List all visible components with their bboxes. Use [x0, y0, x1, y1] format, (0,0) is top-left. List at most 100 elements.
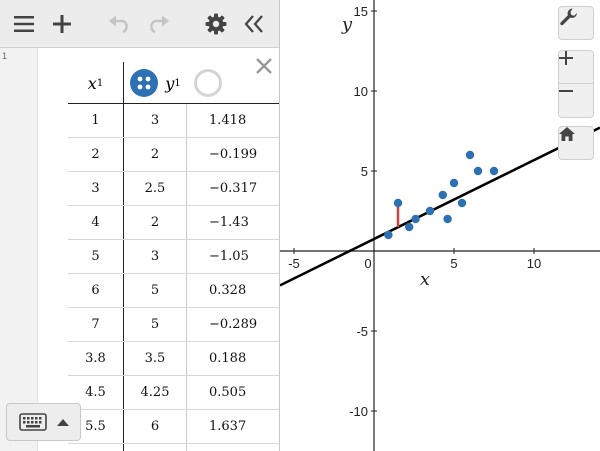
hidden-series-icon[interactable]: [193, 68, 223, 98]
table-cell-y[interactable]: 2: [150, 215, 160, 230]
table-cell-residual: 1.637: [209, 419, 247, 434]
table-cell-residual: −1.43: [209, 215, 249, 230]
minus-icon: [559, 90, 573, 92]
y-tick-label: -5: [356, 324, 368, 339]
redo-icon[interactable]: [143, 9, 173, 39]
header-x-sub: 1: [96, 77, 104, 89]
table-cell-y[interactable]: 4.25: [140, 385, 170, 400]
table-cell-residual: 0.188: [209, 351, 247, 366]
table-cell-y[interactable]: 3: [150, 249, 160, 264]
table-cell-y[interactable]: 6: [150, 419, 160, 434]
gear-icon[interactable]: [201, 9, 231, 39]
x-tick-label: 5: [450, 256, 457, 271]
plus-icon: [559, 51, 573, 65]
expression-toolbar: [0, 0, 279, 48]
hamburger-menu-icon[interactable]: [9, 9, 39, 39]
chevron-up-icon: [56, 419, 69, 426]
table-cell-y[interactable]: 5: [150, 317, 160, 332]
data-point: [489, 166, 499, 176]
table-row: 5.5 6 1.637: [68, 410, 279, 444]
table-row: 7 5 −0.289: [68, 308, 279, 342]
y-tick-label: 15: [354, 4, 368, 19]
table-header-residual[interactable]: [187, 62, 279, 104]
data-point: [411, 214, 420, 224]
data-point: [384, 230, 393, 240]
table-cell-x[interactable]: 4: [91, 215, 100, 230]
data-point: [449, 178, 459, 188]
table-cell-residual: 0.505: [209, 385, 247, 400]
y-tick-label: 10: [354, 84, 368, 99]
table-cell-residual: −1.05: [209, 249, 249, 264]
header-y-var: y: [165, 73, 175, 93]
header-x-var: x: [87, 73, 97, 93]
wrench-icon: [560, 8, 577, 26]
home-icon: [559, 127, 575, 141]
y-axis-label: y: [341, 14, 353, 35]
graph-settings-button[interactable]: [558, 6, 594, 40]
table-cell-y[interactable]: 3.5: [144, 351, 166, 366]
table-cell-residual: −0.199: [209, 147, 258, 162]
data-point: [465, 150, 475, 160]
regression-line: [280, 126, 600, 287]
x-tick-label: -5: [288, 256, 300, 271]
table-column-divider: [186, 104, 187, 451]
zoom-in-button[interactable]: [558, 50, 594, 84]
table-row: 5 3 −1.05: [68, 240, 279, 274]
table-cell-y[interactable]: 2.5: [144, 181, 166, 196]
data-point: [473, 166, 483, 176]
data-point: [405, 222, 414, 232]
table-cell-y[interactable]: 5: [150, 283, 160, 298]
plus-icon[interactable]: [47, 9, 77, 39]
table-cell-residual: −0.289: [209, 317, 258, 332]
table-cell-x[interactable]: 6: [91, 283, 100, 298]
undo-icon[interactable]: [105, 9, 135, 39]
table-cell-x[interactable]: 5.5: [85, 419, 106, 434]
point-style-icon[interactable]: [129, 68, 159, 98]
expression-gutter[interactable]: 1: [0, 48, 38, 451]
table-column-divider: [123, 62, 124, 451]
close-icon[interactable]: [254, 56, 274, 76]
table-row: 6 5 0.328: [68, 274, 279, 308]
x-tick-label: 10: [527, 256, 541, 271]
table-row: 3.8 3.5 0.188: [68, 342, 279, 376]
y-tick-label: 5: [361, 164, 368, 179]
y-tick-label: -10: [349, 404, 368, 419]
table-cell-x[interactable]: 4.5: [85, 385, 106, 400]
table-row: 4 2 −1.43: [68, 206, 279, 240]
table-row: 1 3 1.418: [68, 104, 279, 138]
data-point: [443, 214, 452, 224]
header-y-sub: 1: [174, 77, 181, 89]
graph-canvas[interactable]: -5 0 5 10 15 10 5 -5 -10 x y: [280, 0, 600, 451]
table-cell-x[interactable]: 2: [91, 147, 100, 162]
table-cell-y[interactable]: 3: [150, 113, 160, 128]
table-cell-x[interactable]: 1: [91, 113, 100, 128]
table-header-divider: [68, 103, 279, 104]
double-chevron-left-icon[interactable]: [239, 9, 269, 39]
data-point: [457, 198, 467, 208]
zoom-out-button[interactable]: [558, 84, 594, 118]
table-cell-y[interactable]: 2: [150, 147, 160, 162]
table-cell-x[interactable]: 3.8: [85, 351, 106, 366]
data-point: [393, 198, 403, 208]
graph-paper[interactable]: -5 0 5 10 15 10 5 -5 -10 x y: [280, 0, 600, 451]
table-row: 3 2.5 −0.317: [68, 172, 279, 206]
table-cell-residual: −0.317: [209, 181, 258, 196]
x-tick-label: 0: [364, 256, 371, 271]
table-cell-x[interactable]: 5: [91, 249, 100, 264]
expression-line-number: 1: [2, 51, 8, 61]
table-cell-residual: 1.418: [209, 113, 247, 128]
table-cell-x[interactable]: 7: [91, 317, 100, 332]
table-row: 2 2 −0.199: [68, 138, 279, 172]
keyboard-toggle-button[interactable]: [6, 403, 81, 441]
data-point: [425, 206, 435, 216]
zoom-home-button[interactable]: [558, 126, 594, 160]
table-row: 4.5 4.25 0.505: [68, 376, 279, 410]
table-cell-x[interactable]: 3: [91, 181, 100, 196]
data-point: [438, 190, 447, 200]
table-cell-residual: 0.328: [209, 283, 247, 298]
